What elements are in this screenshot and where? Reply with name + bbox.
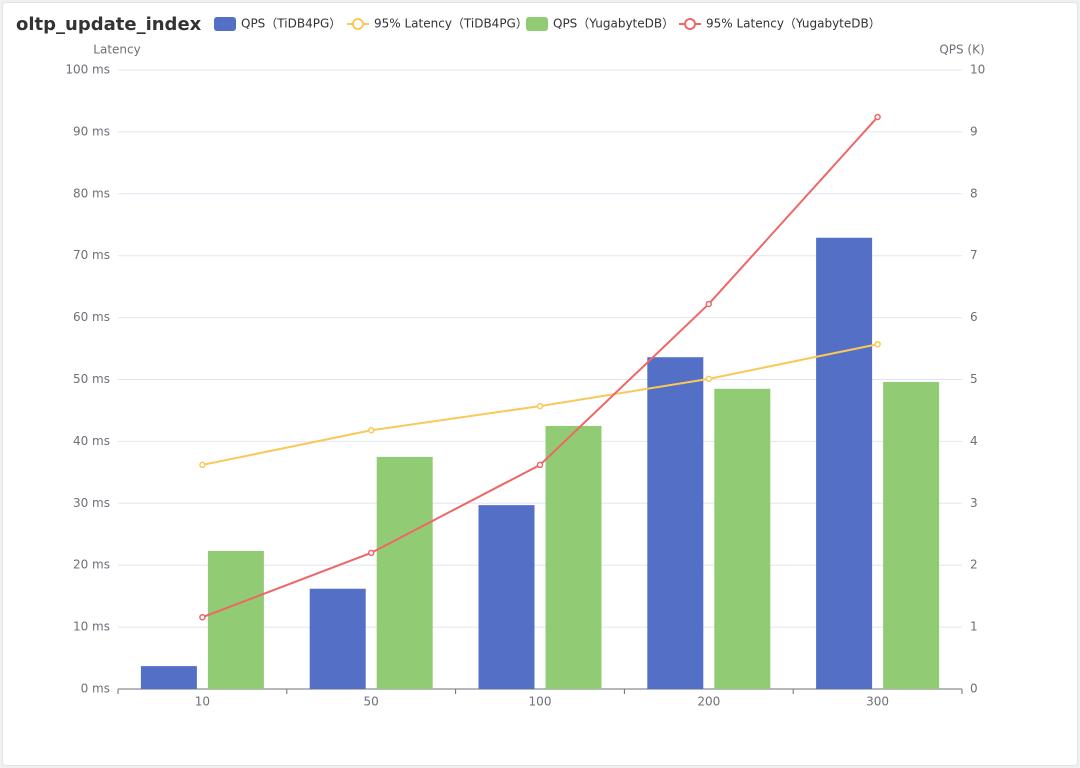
bar	[545, 425, 602, 689]
bar	[376, 456, 433, 689]
legend-label: QPS（TiDB4PG）	[241, 17, 341, 31]
y-tick-label: 90 ms	[73, 124, 110, 138]
y2-tick-label: 5	[970, 372, 978, 386]
bar	[478, 505, 535, 689]
y-tick-label: 70 ms	[73, 248, 110, 262]
legend-label: 95% Latency（TiDB4PG）	[374, 17, 528, 31]
y-tick-label: 20 ms	[73, 558, 110, 572]
x-tick-label: 10	[195, 695, 210, 709]
y2-tick-label: 2	[970, 558, 978, 572]
y-tick-label: 0 ms	[81, 682, 110, 696]
y-tick-label: 80 ms	[73, 186, 110, 200]
y2-axis-label: QPS (K)	[939, 43, 984, 57]
y-tick-label: 100 ms	[65, 63, 110, 77]
legend-swatch	[214, 17, 236, 31]
point	[199, 613, 206, 621]
bar	[816, 237, 873, 689]
bar	[140, 666, 197, 689]
x-tick-label: 300	[866, 695, 889, 709]
chart-title: oltp_update_index	[16, 14, 202, 35]
bar	[647, 357, 704, 689]
point	[536, 402, 544, 410]
point	[199, 461, 206, 469]
legend-label: QPS（YugabyteDB）	[553, 17, 674, 31]
point	[705, 300, 713, 308]
point	[874, 340, 881, 348]
point	[874, 113, 881, 121]
y2-tick-label: 6	[970, 310, 978, 324]
y2-tick-label: 10	[970, 63, 985, 77]
point	[367, 427, 375, 434]
bar	[309, 588, 366, 689]
y2-tick-label: 9	[970, 124, 978, 138]
y2-tick-label: 7	[970, 248, 978, 262]
y2-tick-label: 3	[970, 496, 978, 510]
y-tick-label: 40 ms	[73, 434, 110, 448]
point	[536, 461, 544, 469]
point	[367, 549, 375, 557]
legend-swatch	[684, 18, 696, 30]
x-tick-label: 100	[529, 695, 552, 709]
y2-tick-label: 1	[970, 620, 978, 634]
legend-label: 95% Latency（YugabyteDB）	[706, 17, 881, 31]
y-tick-label: 50 ms	[73, 372, 110, 386]
x-tick-label: 200	[697, 695, 720, 709]
bar	[207, 550, 264, 689]
y-axis-label: Latency	[93, 43, 140, 57]
y2-tick-label: 8	[970, 186, 978, 200]
legend-swatch	[526, 17, 548, 31]
y-tick-label: 60 ms	[73, 310, 110, 324]
bar	[883, 381, 940, 689]
point	[705, 375, 713, 383]
line	[202, 116, 879, 619]
y-tick-label: 10 ms	[73, 620, 110, 634]
y2-tick-label: 0	[970, 682, 978, 696]
x-tick-label: 50	[364, 695, 379, 709]
legend-swatch	[352, 18, 364, 30]
bar	[714, 388, 771, 689]
y2-tick-label: 4	[970, 434, 978, 448]
y-tick-label: 30 ms	[73, 496, 110, 510]
